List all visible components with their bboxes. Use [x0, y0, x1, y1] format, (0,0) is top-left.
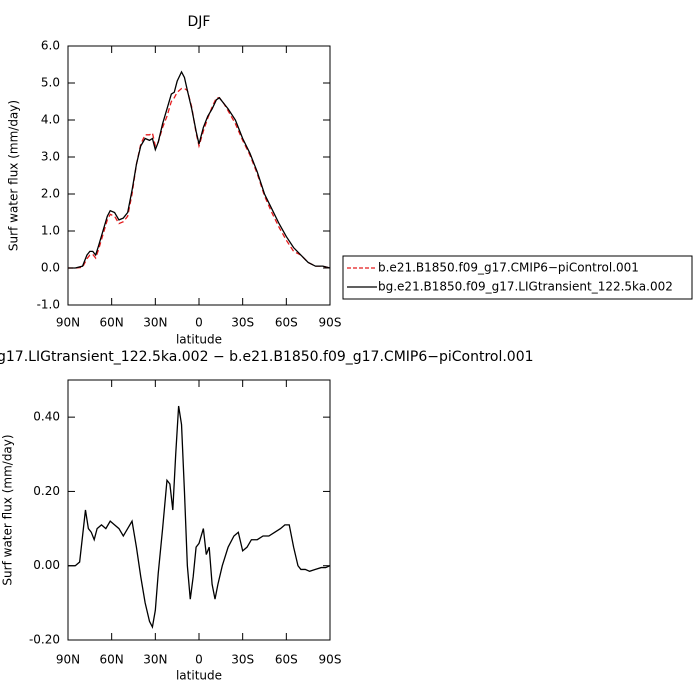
plot-frame: [67, 45, 331, 306]
y-tick-label: 3.0: [41, 150, 60, 164]
x-tick-label: 0: [195, 316, 203, 330]
data-line: [68, 70, 331, 269]
x-tick-label: 90S: [319, 653, 342, 667]
plot-frame: [67, 379, 331, 641]
x-tick-label: 60N: [100, 653, 124, 667]
y-tick-label: -0.20: [29, 633, 60, 647]
y-axis-label: Surf water flux (mm/day): [7, 100, 21, 251]
y-tick-label: 0.20: [33, 484, 60, 498]
y-tick-label: 6.0: [41, 39, 60, 53]
x-axis-label: latitude: [176, 669, 222, 683]
y-tick-label: 0.0: [41, 261, 60, 275]
y-tick-label: 0.00: [33, 558, 60, 572]
x-axis-label: latitude: [176, 333, 222, 347]
x-tick-label: 90N: [56, 316, 80, 330]
y-tick-label: 2.0: [41, 187, 60, 201]
chart-title: bg.e21.B1850.f09_g17.LIGtransient_122.5k…: [0, 349, 534, 365]
x-tick-label: 30N: [143, 653, 167, 667]
y-tick-label: 5.0: [41, 76, 60, 90]
x-tick-label: 30N: [143, 316, 167, 330]
data-line: [68, 405, 331, 629]
chart-title: DJF: [188, 14, 211, 30]
y-tick-label: 4.0: [41, 113, 60, 127]
legend-box: [342, 255, 693, 300]
x-tick-label: 30S: [231, 653, 254, 667]
x-tick-label: 60N: [100, 316, 124, 330]
legend-label: bg.e21.B1850.f09_g17.LIGtransient_122.5k…: [378, 280, 673, 294]
legend-label: b.e21.B1850.f09_g17.CMIP6−piControl.001: [378, 261, 639, 275]
x-tick-label: 60S: [275, 653, 298, 667]
y-tick-label: 1.0: [41, 224, 60, 238]
x-tick-label: 0: [195, 653, 203, 667]
data-line: [68, 87, 331, 269]
x-tick-label: 90N: [56, 653, 80, 667]
y-tick-label: -1.0: [37, 298, 60, 312]
y-tick-label: 0.40: [33, 410, 60, 424]
x-tick-label: 90S: [319, 316, 342, 330]
x-tick-label: 60S: [275, 316, 298, 330]
y-axis-label: Surf water flux (mm/day): [1, 434, 15, 585]
x-tick-label: 30S: [231, 316, 254, 330]
